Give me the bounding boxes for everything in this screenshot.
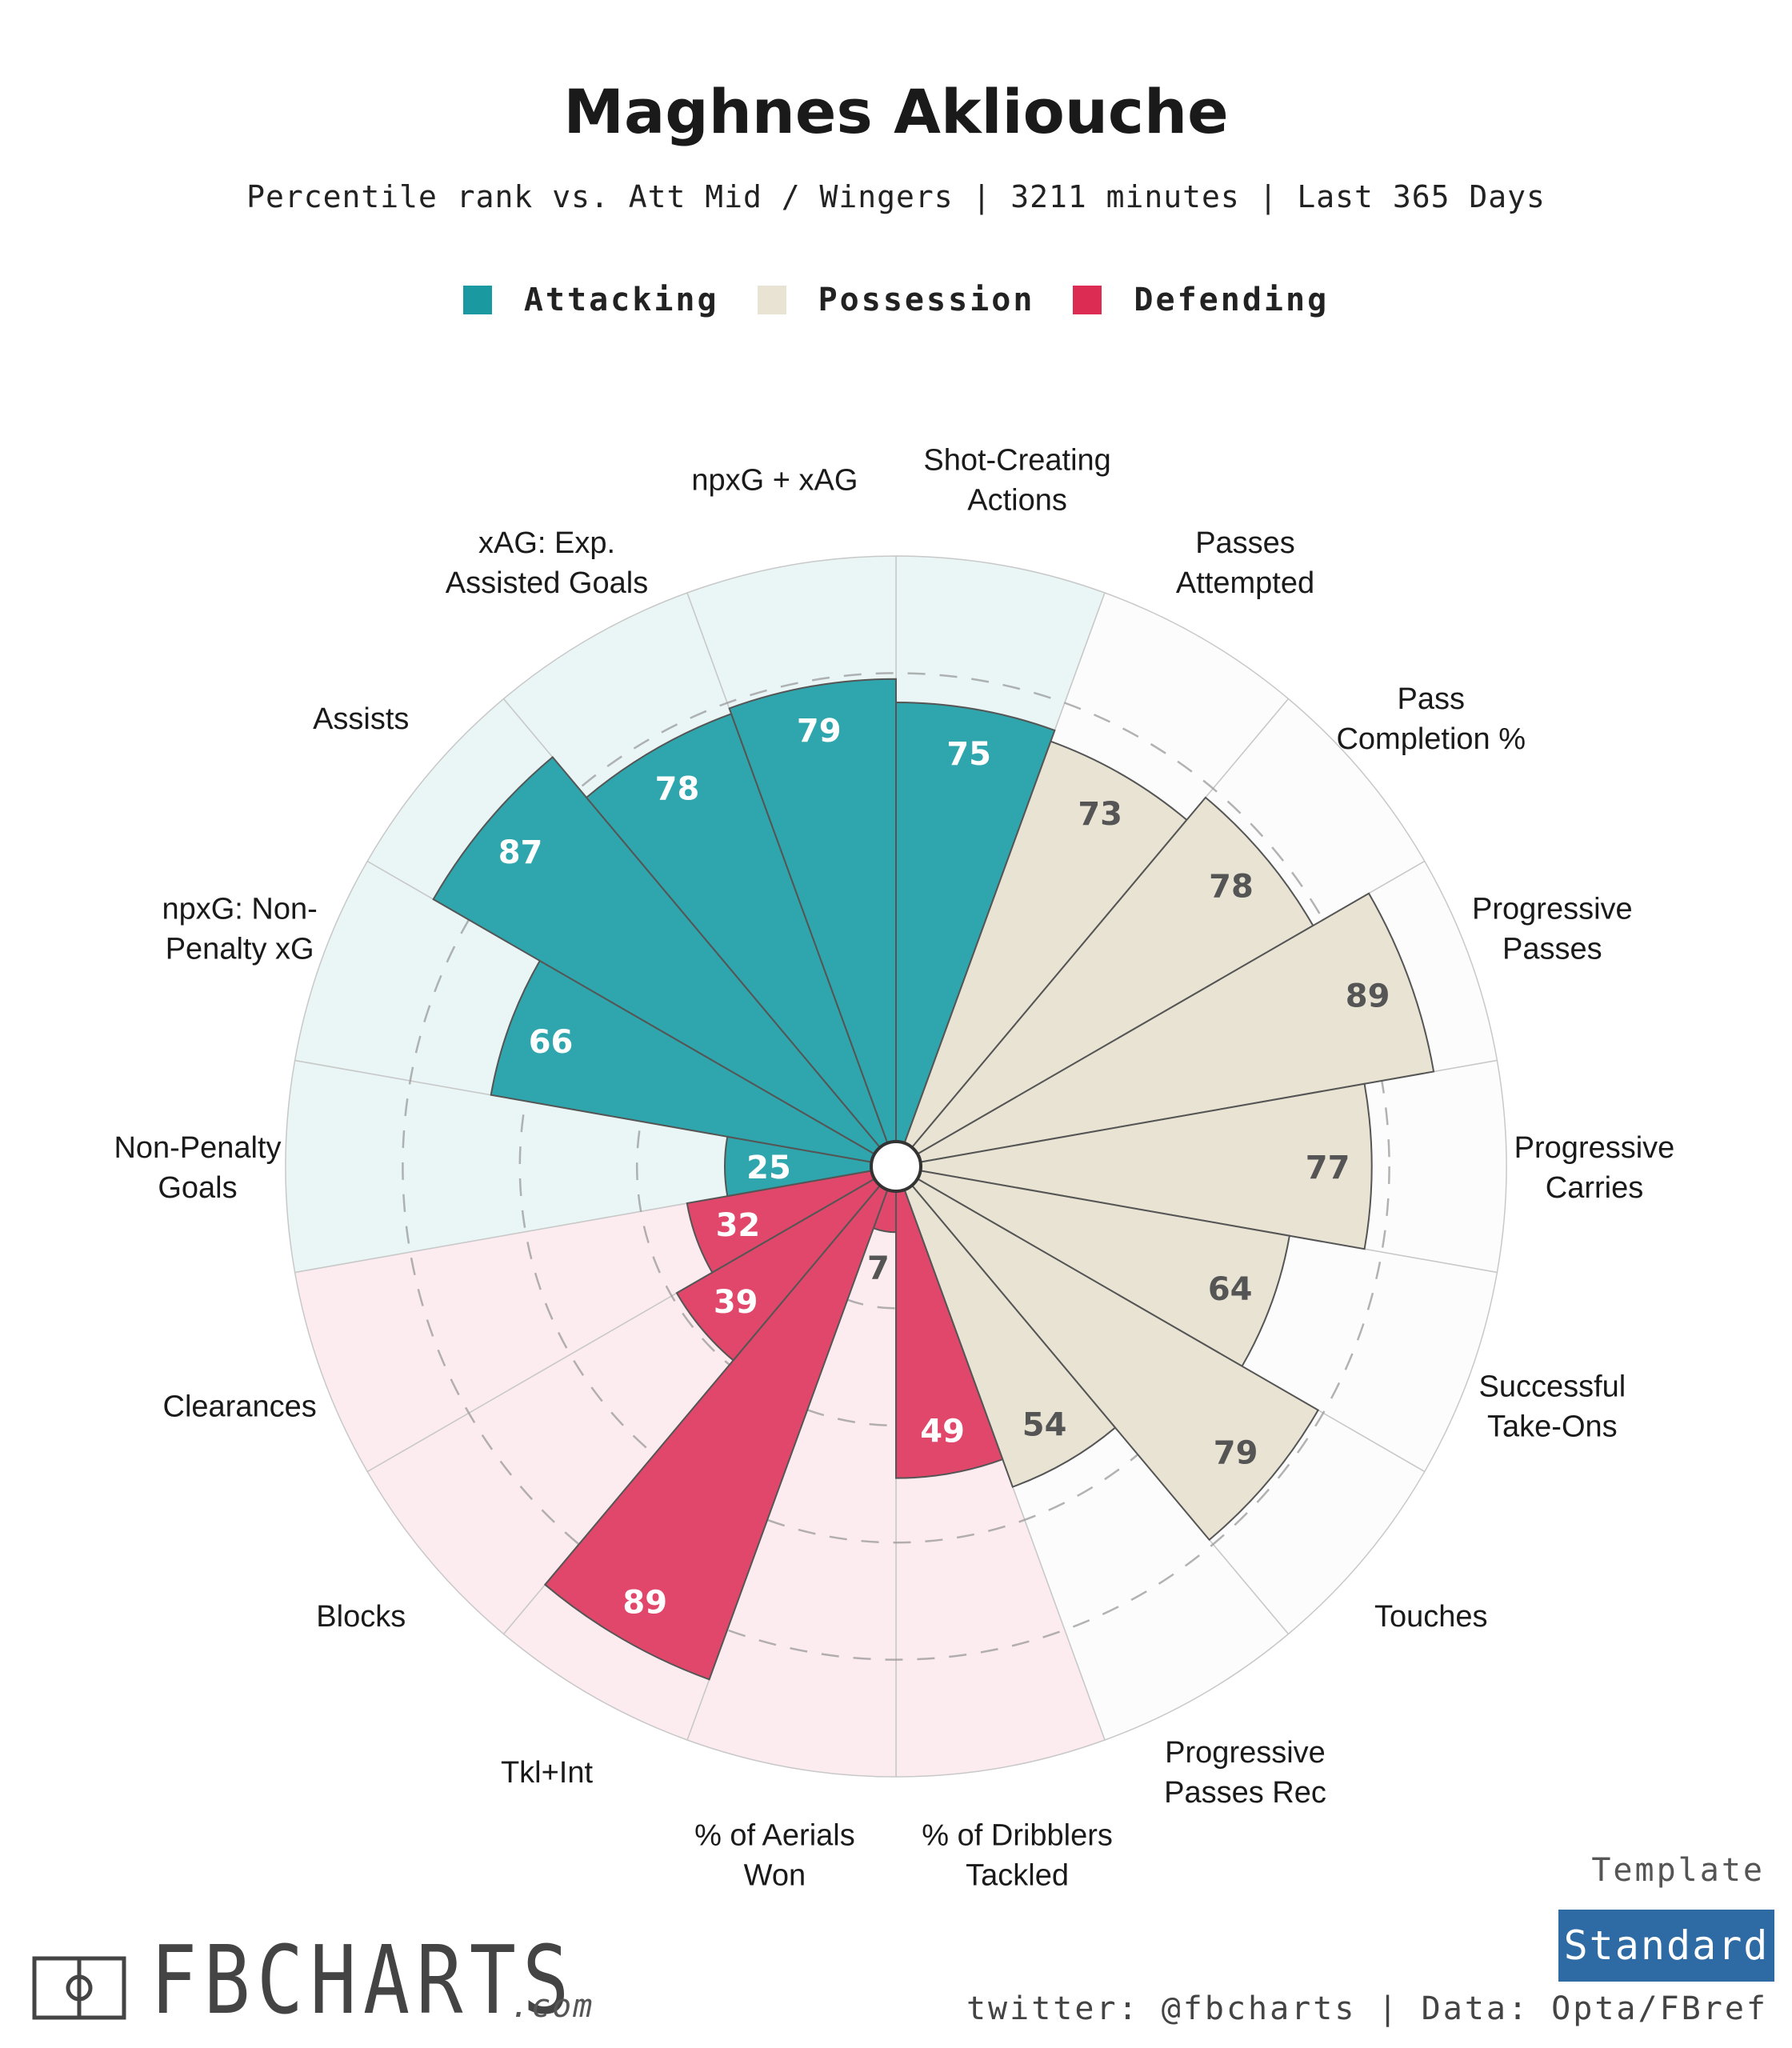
pitch-icon: [32, 1956, 126, 2020]
value-label-clearances: 32: [716, 1207, 761, 1244]
metric-label-tkl-int: Tkl+Int: [501, 1756, 594, 1790]
value-label-non-penalty-goals: 25: [746, 1150, 791, 1186]
metric-label-xag-exp-assisted-goals: xAG: Exp. Assisted Goals: [446, 526, 648, 600]
value-label-progressive-carries: 77: [1306, 1150, 1350, 1186]
legend-label-attacking: Attacking: [523, 282, 719, 318]
value-label-progressive-passes: 89: [1346, 978, 1390, 1014]
metric-label-progressive-passes: Progressive Passes: [1472, 892, 1633, 966]
template-label: Template: [1591, 1852, 1765, 1889]
value-label-npxg-xag: 79: [797, 713, 842, 750]
legend-swatch-attacking: [462, 286, 492, 314]
metric-label-clearances: Clearances: [163, 1390, 317, 1424]
value-label-assists: 87: [498, 834, 543, 871]
value-label-blocks: 39: [714, 1284, 758, 1321]
center-hub: [870, 1140, 922, 1193]
legend-item-defending: Defending: [1073, 282, 1329, 318]
template-standard-button[interactable]: Standard: [1558, 1910, 1774, 1982]
value-label-progressive-passes-rec: 54: [1022, 1407, 1067, 1444]
value-label-xag-exp-assisted-goals: 78: [655, 770, 700, 807]
value-label-touches: 79: [1214, 1434, 1258, 1471]
logo-text: FBCHARTS: [150, 1925, 576, 2035]
value-label-shot-creating-actions: 75: [946, 736, 991, 773]
legend-swatch-defending: [1073, 286, 1102, 314]
metric-label-of-dribblers-tackled: % of Dribblers Tackled: [922, 1819, 1113, 1893]
legend-swatch-possession: [757, 286, 786, 314]
ring-80: [402, 672, 1390, 1661]
metric-label-assists: Assists: [313, 702, 409, 736]
metric-label-progressive-carries: Progressive Carries: [1514, 1131, 1675, 1205]
legend: Attacking Possession Defending: [0, 282, 1792, 318]
metric-label-npxg-non-penalty-xg: npxG: Non-Penalty xG: [162, 892, 317, 966]
metric-label-touches: Touches: [1374, 1600, 1488, 1634]
value-label-passes-attempted: 73: [1078, 796, 1122, 833]
logo-suffix: .com: [510, 1988, 594, 2025]
metric-label-non-penalty-goals: Non-Penalty Goals: [114, 1131, 281, 1205]
page-title: Maghnes Akliouche: [563, 76, 1229, 147]
metric-label-shot-creating-actions: Shot-Creating Actions: [923, 443, 1110, 517]
metric-label-blocks: Blocks: [316, 1600, 406, 1634]
metric-label-successful-take-ons: Successful Take-Ons: [1478, 1370, 1626, 1444]
metric-label-pass-completion: Pass Completion %: [1336, 682, 1526, 756]
credits: twitter: @fbcharts | Data: Opta/FBref: [966, 1990, 1768, 2027]
metric-label-npxg-xag: npxG + xAG: [691, 463, 858, 497]
value-label-successful-take-ons: 64: [1208, 1271, 1253, 1308]
legend-label-defending: Defending: [1134, 282, 1330, 318]
metric-label-passes-attempted: Passes Attempted: [1176, 526, 1314, 600]
value-label-of-dribblers-tackled: 49: [920, 1414, 965, 1450]
metric-label-progressive-passes-rec: Progressive Passes Rec: [1164, 1736, 1326, 1810]
value-label-pass-completion: 78: [1209, 868, 1254, 905]
fbcharts-logo: FBCHARTS .com: [32, 1925, 669, 2035]
page-subtitle: Percentile rank vs. Att Mid / Wingers | …: [246, 179, 1546, 214]
legend-item-possession: Possession: [757, 282, 1035, 318]
legend-label-possession: Possession: [818, 282, 1035, 318]
value-label-of-aerials-won: 7: [867, 1250, 890, 1286]
value-label-npxg-non-penalty-xg: 66: [529, 1024, 574, 1061]
legend-item-attacking: Attacking: [462, 282, 719, 318]
value-label-tkl-int: 89: [622, 1584, 667, 1621]
metric-label-of-aerials-won: % of Aerials Won: [694, 1819, 855, 1893]
